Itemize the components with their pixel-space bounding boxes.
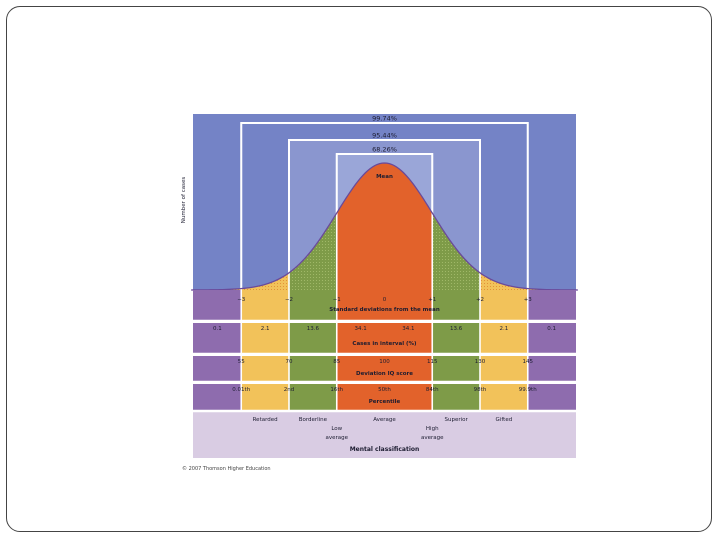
row-3-cell-4 [336,356,433,381]
row-4-value-2: 2nd [284,387,294,393]
sd-tick-label-7: +3 [524,297,533,303]
row-3-value-5: 115 [427,359,438,365]
row-2-value-8: 0.1 [547,326,556,332]
row-title-1: Standard deviations from the mean [329,307,440,313]
row-4-value-1: 0.01th [232,387,250,393]
row-4-cell-1 [193,384,242,410]
row-title-4: Percentile [369,399,401,405]
sd-tick-label-2: −2 [285,297,293,303]
band-label-1: 99.74% [372,115,397,123]
row-2-cell-4 [336,323,433,353]
row-2-cell-6 [480,323,528,353]
row-title-2: Cases in interval (%) [352,341,417,347]
copyright-credit: © 2007 Thomson Higher Education [182,466,271,472]
sd-tick-label-6: +2 [476,297,484,303]
table-layer [193,290,576,413]
row-4-cell-2 [241,384,289,410]
row-4-cell-3 [289,384,337,410]
band-label-3: 68.26% [372,146,397,154]
row-2-value-7: 2.1 [500,326,509,332]
row-3-cell-6 [480,356,528,381]
row-3-cell-3 [289,356,337,381]
curve-region-6 [480,272,528,290]
classification-label-5: Average [373,417,396,423]
row-1-cell-1 [193,290,242,320]
classification-panel [193,412,576,458]
label-layer: 99.74% 95.44% 68.26% Mean Number of cases −3 −… [181,115,556,454]
classification-label-2: Borderline [299,417,328,423]
row-2-value-4: 34.1 [355,326,367,332]
row-3-value-3: 85 [333,359,340,365]
row-1-cell-2 [241,290,289,320]
classification-label-6: Superior [444,417,468,423]
classification-label-4: average [325,435,348,441]
row-4-value-6: 98th [474,387,487,393]
sd-tick-label-4: 0 [383,297,387,303]
row-2-cell-3 [289,323,337,353]
row-4-value-7: 99.9th [519,387,537,393]
y-axis-label: Number of cases [181,177,187,224]
row-4-value-4: 50th [378,387,391,393]
band-label-2: 95.44% [372,132,397,140]
row-2-cell-7 [527,323,576,353]
row-3-value-1: 55 [238,359,245,365]
row-3-cell-5 [432,356,480,381]
row-3-value-6: 130 [475,359,486,365]
row-1-cell-5 [432,290,480,320]
row-2-cell-2 [241,323,289,353]
curve-region-4 [336,163,433,290]
sd-tick-label-3: −1 [333,297,341,303]
row-4-value-3: 16th [330,387,343,393]
curve-region-2 [241,272,289,290]
row-4-cell-4 [336,384,433,410]
classification-label-8: average [421,435,444,441]
row-3-value-4: 100 [379,359,390,365]
sd-tick-label-1: −3 [237,297,246,303]
sd-tick-label-5: +1 [428,297,436,303]
row-2-cell-5 [432,323,480,353]
classification-title: Mental classification [350,446,420,453]
row-4-cell-7 [527,384,576,410]
row-2-value-2: 2.1 [261,326,270,332]
row-1-cell-7 [527,290,576,320]
row-1-cell-3 [289,290,337,320]
row-3-value-2: 70 [286,359,293,365]
row-4-value-5: 84th [426,387,439,393]
row-3-value-7: 145 [523,359,534,365]
classification-label-3: Low [331,426,342,432]
row-2-cell-1 [193,323,242,353]
row-4-cell-6 [480,384,528,410]
row-title-3: Deviation IQ score [356,371,413,377]
classification-label-1: Retarded [253,417,278,423]
mean-label: Mean [376,174,393,180]
row-2-value-5: 34.1 [402,326,414,332]
row-3-cell-7 [527,356,576,381]
row-1-cell-4 [336,290,433,320]
row-3-cell-1 [193,356,242,381]
row-2-value-1: 0.1 [213,326,222,332]
classification-label-9: Gifted [496,417,513,423]
classification-label-7: High [426,426,439,432]
normal-curve-line [191,162,578,291]
curve-layer [191,123,578,291]
row-3-cell-2 [241,356,289,381]
row-2-value-3: 13.6 [307,326,320,332]
row-2-value-6: 13.6 [450,326,463,332]
row-1-cell-6 [480,290,528,320]
row-4-cell-5 [432,384,480,410]
